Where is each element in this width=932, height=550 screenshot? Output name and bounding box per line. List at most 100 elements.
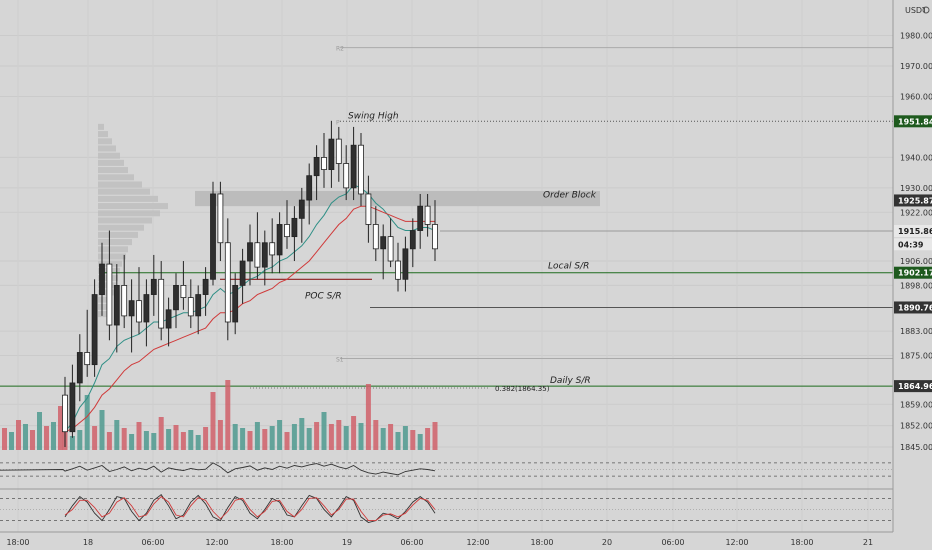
volume-bar <box>30 430 35 450</box>
volume-bar <box>299 418 305 450</box>
x-tick-label: 12:00 <box>725 538 748 547</box>
volume-bar <box>314 422 320 450</box>
volume-bar <box>240 428 246 450</box>
volume-profile-bar <box>98 145 116 152</box>
candle-body <box>239 260 246 286</box>
candle-body <box>217 193 224 244</box>
price-tag-label: 04:39 <box>898 240 924 249</box>
volume-profile-bar <box>98 159 124 166</box>
volume-profile-bar <box>98 152 120 159</box>
x-tick-label: 12:00 <box>205 538 228 547</box>
y-tick-label: 1960.00 <box>900 92 932 101</box>
candle-body <box>328 138 335 170</box>
annotation-label: Local S/R <box>548 262 589 272</box>
volume-profile-bar <box>98 181 142 188</box>
price-tag-label: 1915.86 <box>898 227 932 236</box>
y-tick-label: 1930.00 <box>900 184 932 193</box>
volume-bar <box>44 426 49 450</box>
volume-profile-bar <box>98 296 112 303</box>
price-tag-bg <box>894 224 932 237</box>
volume-bar <box>410 430 416 450</box>
volume-bar <box>284 432 290 450</box>
candle-body <box>395 260 401 280</box>
candle-body <box>417 205 424 231</box>
support-resistance-levels: R2 P S1 <box>0 46 893 389</box>
volume-bar <box>151 433 157 450</box>
candle-body <box>387 236 394 262</box>
x-tick-label: 06:00 <box>400 538 423 547</box>
chart-settings-icon[interactable] <box>922 6 930 14</box>
volume-bar <box>388 424 394 450</box>
x-tick-label: 18:00 <box>6 538 29 547</box>
volume-profile-bar <box>98 260 122 267</box>
volume-bar <box>291 424 297 450</box>
volume-profile-bar <box>98 174 134 181</box>
volume-profile-bar <box>98 303 110 310</box>
volume-bar <box>432 422 438 450</box>
price-axis[interactable]: USDT 1980.00 1970.00 1960.00 1940.00 1930.00… <box>892 0 932 532</box>
y-tick-label: 1845.00 <box>900 443 932 452</box>
candle-body <box>187 297 194 317</box>
price-tag-bg <box>894 115 932 128</box>
x-tick-label: 12:00 <box>466 538 489 547</box>
volume-bar <box>277 420 283 450</box>
volume-profile-bar <box>98 239 132 246</box>
volume-bar <box>166 429 172 450</box>
volume-bar <box>328 424 334 450</box>
candle-body <box>298 199 305 219</box>
x-tick-label: 18:00 <box>270 538 293 547</box>
candle-body <box>291 217 298 238</box>
volume-profile-bar <box>98 224 144 231</box>
volume-bar <box>136 422 142 450</box>
volume-bar <box>254 422 260 450</box>
volume-profile-bar <box>98 217 152 224</box>
candle-body <box>284 224 290 238</box>
x-tick-label: 21 <box>863 538 873 547</box>
volume-bar <box>9 432 14 450</box>
price-tag-label: 1890.76 <box>898 303 932 312</box>
candle-body <box>306 175 313 201</box>
x-tick-label: 20 <box>602 538 612 547</box>
volume-bar <box>395 432 401 450</box>
candle-body <box>232 285 239 323</box>
x-tick-label: 06:00 <box>141 538 164 547</box>
volume-bar <box>180 432 186 450</box>
volume-bar <box>99 410 105 450</box>
volume-bar <box>23 424 28 450</box>
stoch-k-line <box>64 494 436 523</box>
ema-slow-line <box>64 205 435 433</box>
candle-body <box>247 242 253 262</box>
volume-bar <box>373 420 379 450</box>
candle-body <box>84 352 91 366</box>
volume-bar <box>262 429 268 450</box>
volume-bar <box>232 424 238 450</box>
volume-bar <box>306 428 312 450</box>
volume-bar <box>129 434 135 450</box>
x-tick-label: 18:00 <box>530 538 553 547</box>
volume-bar <box>358 423 364 450</box>
volume-bar <box>2 428 7 450</box>
annotations: Swing High Order Block Local S/R POC S/R Dai… <box>305 111 597 393</box>
volume-bar <box>247 431 253 450</box>
candle-body <box>343 163 350 189</box>
volume-bar <box>225 380 231 450</box>
annotation-label: Daily S/R <box>550 376 591 386</box>
volume-bar <box>77 430 83 450</box>
candle-body <box>128 300 135 317</box>
annotation-label: Swing High <box>348 111 399 121</box>
time-axis[interactable]: 18:00 18 06:00 12:00 18:00 19 06:00 12:00 18:00 2… <box>0 531 893 547</box>
volume-bar <box>203 427 209 450</box>
candle-body <box>321 156 327 170</box>
volume-bar <box>58 406 63 450</box>
volume-bar <box>114 420 120 450</box>
candle-body <box>402 248 409 280</box>
volume-profile-bar <box>98 123 104 130</box>
annotation-label: POC S/R <box>305 291 342 301</box>
y-tick-label: 1940.00 <box>900 153 932 162</box>
volume-profile <box>98 123 168 318</box>
volume-bar <box>351 416 357 450</box>
y-tick-label: 1859.00 <box>900 400 932 409</box>
candle-body <box>150 278 157 295</box>
volume-bar <box>402 426 408 450</box>
